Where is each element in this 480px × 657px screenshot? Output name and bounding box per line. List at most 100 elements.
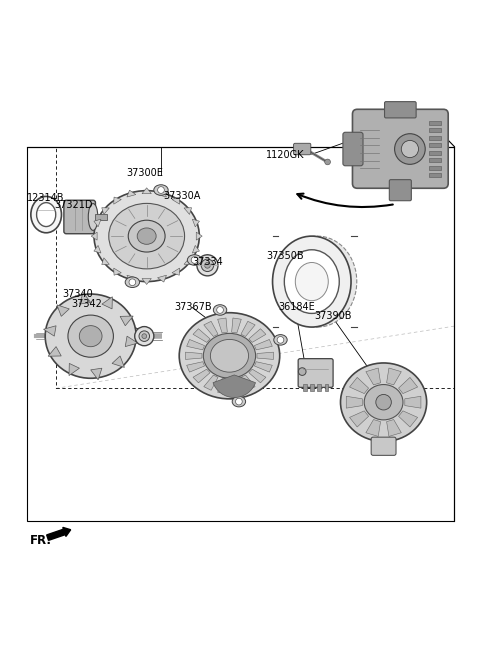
- Polygon shape: [172, 268, 180, 275]
- Polygon shape: [217, 378, 228, 394]
- Ellipse shape: [273, 236, 351, 327]
- Polygon shape: [366, 368, 381, 385]
- Ellipse shape: [179, 313, 280, 399]
- Polygon shape: [69, 363, 79, 376]
- Ellipse shape: [284, 250, 339, 313]
- Polygon shape: [79, 292, 91, 304]
- Bar: [317, 384, 321, 391]
- FancyArrow shape: [47, 528, 71, 540]
- Bar: [95, 214, 107, 220]
- Polygon shape: [172, 197, 180, 204]
- Polygon shape: [232, 378, 241, 394]
- Polygon shape: [184, 208, 192, 214]
- FancyBboxPatch shape: [352, 109, 448, 189]
- Circle shape: [376, 394, 391, 410]
- Bar: [429, 128, 441, 132]
- Ellipse shape: [125, 277, 140, 288]
- Polygon shape: [48, 347, 61, 356]
- Circle shape: [236, 398, 242, 405]
- Ellipse shape: [135, 327, 154, 346]
- Text: 37342: 37342: [72, 299, 102, 309]
- Circle shape: [395, 134, 425, 164]
- Bar: [56, 147, 455, 388]
- Ellipse shape: [201, 259, 214, 271]
- Polygon shape: [193, 369, 210, 383]
- Ellipse shape: [109, 204, 185, 269]
- Text: 12314B: 12314B: [27, 193, 64, 203]
- Bar: [27, 147, 455, 521]
- Polygon shape: [125, 336, 138, 347]
- Polygon shape: [398, 377, 418, 394]
- Ellipse shape: [210, 340, 249, 372]
- Polygon shape: [102, 258, 109, 265]
- Polygon shape: [44, 326, 56, 336]
- Ellipse shape: [139, 331, 150, 342]
- Polygon shape: [398, 411, 418, 427]
- Polygon shape: [386, 368, 401, 385]
- Polygon shape: [94, 246, 101, 253]
- Text: 37390B: 37390B: [314, 311, 352, 321]
- FancyBboxPatch shape: [384, 102, 416, 118]
- Ellipse shape: [68, 315, 113, 357]
- Circle shape: [157, 187, 164, 193]
- Polygon shape: [349, 377, 369, 394]
- Ellipse shape: [295, 263, 328, 301]
- Circle shape: [299, 368, 306, 375]
- Bar: [324, 384, 328, 391]
- Polygon shape: [193, 328, 210, 342]
- Polygon shape: [196, 232, 202, 240]
- Ellipse shape: [187, 255, 202, 265]
- Bar: [429, 173, 441, 177]
- Polygon shape: [187, 362, 204, 372]
- Polygon shape: [114, 197, 121, 204]
- Bar: [429, 151, 441, 154]
- Polygon shape: [232, 318, 241, 333]
- Polygon shape: [57, 305, 69, 317]
- Polygon shape: [349, 411, 369, 427]
- Ellipse shape: [274, 334, 287, 345]
- Polygon shape: [184, 258, 192, 265]
- Bar: [429, 166, 441, 170]
- Polygon shape: [204, 321, 218, 336]
- Circle shape: [129, 279, 136, 286]
- Text: 37350B: 37350B: [266, 251, 304, 261]
- Polygon shape: [102, 297, 112, 309]
- Polygon shape: [254, 362, 272, 372]
- Polygon shape: [241, 321, 255, 336]
- Polygon shape: [204, 375, 218, 390]
- Polygon shape: [114, 268, 121, 275]
- Polygon shape: [120, 316, 133, 326]
- Polygon shape: [185, 352, 202, 359]
- Polygon shape: [127, 275, 136, 282]
- Polygon shape: [91, 232, 97, 240]
- Polygon shape: [386, 420, 401, 436]
- Text: 37340: 37340: [62, 289, 93, 299]
- Polygon shape: [249, 369, 266, 383]
- Ellipse shape: [79, 326, 102, 347]
- Text: 37367B: 37367B: [174, 302, 212, 312]
- Polygon shape: [91, 368, 102, 380]
- Polygon shape: [241, 375, 255, 390]
- Ellipse shape: [154, 185, 168, 195]
- Circle shape: [401, 141, 419, 158]
- Circle shape: [324, 159, 330, 165]
- Polygon shape: [405, 396, 421, 408]
- Ellipse shape: [142, 334, 147, 338]
- Text: 1120GK: 1120GK: [266, 150, 304, 160]
- Text: 37334: 37334: [192, 258, 223, 267]
- Text: 37330A: 37330A: [163, 191, 201, 202]
- Ellipse shape: [364, 384, 403, 420]
- Bar: [429, 158, 441, 162]
- FancyBboxPatch shape: [371, 437, 396, 455]
- Polygon shape: [157, 275, 167, 282]
- FancyBboxPatch shape: [298, 359, 333, 388]
- Polygon shape: [254, 340, 272, 350]
- Polygon shape: [192, 219, 200, 227]
- Polygon shape: [142, 279, 151, 284]
- Polygon shape: [102, 208, 109, 214]
- Text: FR.: FR.: [29, 533, 51, 547]
- Ellipse shape: [94, 191, 199, 282]
- Polygon shape: [142, 188, 151, 194]
- FancyBboxPatch shape: [389, 179, 411, 200]
- Ellipse shape: [232, 396, 246, 407]
